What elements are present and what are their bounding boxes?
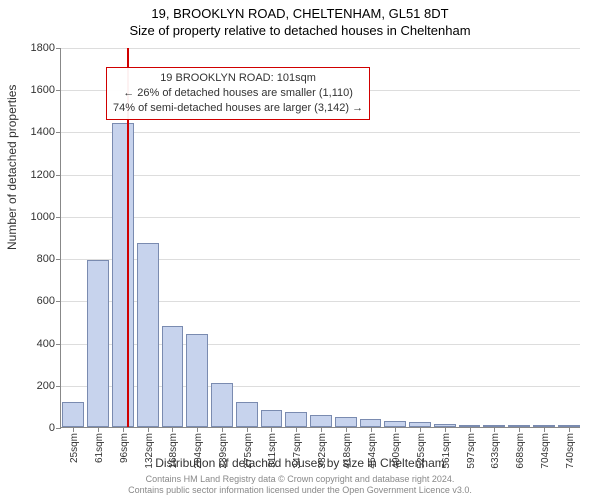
x-tick-mark xyxy=(222,427,223,432)
info-box-line2: ← 26% of detached houses are smaller (1,… xyxy=(113,86,363,101)
y-tick-mark xyxy=(56,217,61,218)
histogram-bar xyxy=(211,383,233,427)
x-tick-mark xyxy=(271,427,272,432)
x-tick-label: 25sqm xyxy=(69,433,80,463)
histogram-bar xyxy=(360,419,382,427)
chart-title-line2: Size of property relative to detached ho… xyxy=(0,23,600,38)
histogram-bar xyxy=(162,326,184,427)
y-tick-label: 1000 xyxy=(31,211,55,223)
x-tick-mark xyxy=(172,427,173,432)
x-tick-mark xyxy=(296,427,297,432)
y-tick-label: 600 xyxy=(37,295,55,307)
y-tick-mark xyxy=(56,132,61,133)
x-tick-mark xyxy=(98,427,99,432)
copyright-line2: Contains public sector information licen… xyxy=(128,485,472,496)
y-tick-mark xyxy=(56,48,61,49)
x-tick-mark xyxy=(519,427,520,432)
y-tick-label: 400 xyxy=(37,338,55,350)
plot-area: 02004006008001000120014001600180025sqm61… xyxy=(60,48,580,428)
y-tick-mark xyxy=(56,386,61,387)
info-box-line1: 19 BROOKLYN ROAD: 101sqm xyxy=(113,71,363,86)
chart-area: 02004006008001000120014001600180025sqm61… xyxy=(60,48,580,428)
chart-title-block: 19, BROOKLYN ROAD, CHELTENHAM, GL51 8DT … xyxy=(0,0,600,38)
x-tick-mark xyxy=(470,427,471,432)
y-tick-mark xyxy=(56,259,61,260)
y-tick-label: 800 xyxy=(37,253,55,265)
histogram-bar xyxy=(236,402,258,427)
info-box-line3: 74% of semi-detached houses are larger (… xyxy=(113,101,363,116)
x-tick-mark xyxy=(395,427,396,432)
x-tick-label: 633sqm xyxy=(490,433,501,469)
histogram-bar xyxy=(87,260,109,427)
y-tick-mark xyxy=(56,90,61,91)
histogram-bar xyxy=(186,334,208,427)
y-tick-label: 1200 xyxy=(31,169,55,181)
y-tick-label: 1400 xyxy=(31,126,55,138)
x-tick-label: 597sqm xyxy=(466,433,477,469)
x-tick-mark xyxy=(123,427,124,432)
x-tick-mark xyxy=(445,427,446,432)
y-tick-mark xyxy=(56,175,61,176)
x-tick-label: 668sqm xyxy=(515,433,526,469)
x-tick-mark xyxy=(73,427,74,432)
x-tick-mark xyxy=(346,427,347,432)
x-tick-label: 740sqm xyxy=(565,433,576,469)
x-tick-label: 132sqm xyxy=(144,433,155,469)
grid-line xyxy=(61,132,580,133)
property-info-box: 19 BROOKLYN ROAD: 101sqm← 26% of detache… xyxy=(106,67,370,120)
copyright-line1: Contains HM Land Registry data © Crown c… xyxy=(128,474,472,485)
chart-title-line1: 19, BROOKLYN ROAD, CHELTENHAM, GL51 8DT xyxy=(0,6,600,21)
x-tick-label: 61sqm xyxy=(94,433,105,463)
y-axis-label: Number of detached properties xyxy=(5,85,19,250)
x-tick-mark xyxy=(544,427,545,432)
grid-line xyxy=(61,48,580,49)
histogram-bar xyxy=(285,412,307,427)
grid-line xyxy=(61,175,580,176)
x-tick-mark xyxy=(148,427,149,432)
x-tick-mark xyxy=(420,427,421,432)
x-tick-mark xyxy=(247,427,248,432)
copyright-block: Contains HM Land Registry data © Crown c… xyxy=(128,474,472,497)
x-tick-label: 96sqm xyxy=(119,433,130,463)
x-tick-mark xyxy=(494,427,495,432)
y-tick-mark xyxy=(56,301,61,302)
y-tick-mark xyxy=(56,428,61,429)
x-tick-label: 704sqm xyxy=(540,433,551,469)
x-tick-mark xyxy=(197,427,198,432)
y-tick-mark xyxy=(56,344,61,345)
y-tick-label: 1600 xyxy=(31,84,55,96)
x-axis-label: Distribution of detached houses by size … xyxy=(155,456,445,470)
x-tick-mark xyxy=(321,427,322,432)
y-tick-label: 200 xyxy=(37,380,55,392)
histogram-bar xyxy=(112,123,134,427)
histogram-bar xyxy=(261,410,283,427)
x-tick-mark xyxy=(371,427,372,432)
histogram-bar xyxy=(310,415,332,427)
histogram-bar xyxy=(137,243,159,427)
y-tick-label: 1800 xyxy=(31,42,55,54)
histogram-bar xyxy=(62,402,84,427)
x-tick-mark xyxy=(569,427,570,432)
histogram-bar xyxy=(335,417,357,427)
grid-line xyxy=(61,217,580,218)
y-tick-label: 0 xyxy=(49,422,55,434)
